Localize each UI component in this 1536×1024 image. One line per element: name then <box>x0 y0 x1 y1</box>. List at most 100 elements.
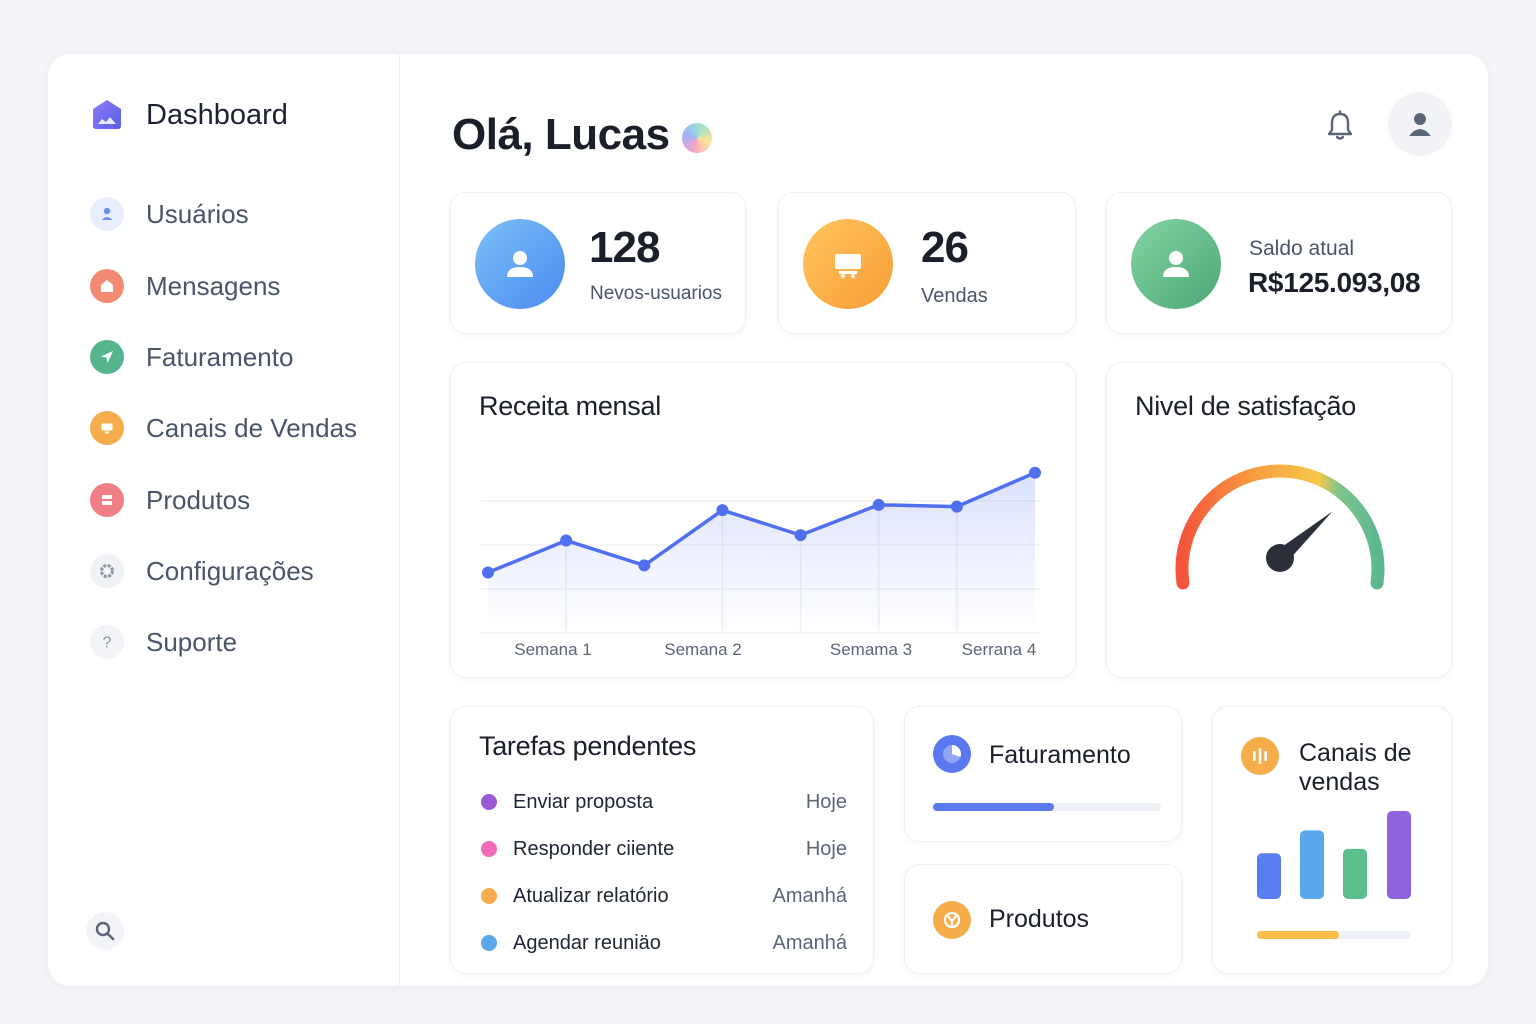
task-due: Amanhá <box>772 884 848 907</box>
task-status-dot <box>481 841 497 857</box>
sidebar-item-suporte[interactable]: ? Suporte <box>90 620 390 664</box>
task-item[interactable]: Enviar proposta Hoje <box>481 787 847 817</box>
user-icon <box>90 197 124 231</box>
revenue-area <box>488 472 1035 631</box>
task-due: Hoje <box>805 790 847 813</box>
dashboard-logo-icon <box>93 100 121 129</box>
balance-value: R$125.093,08 <box>1248 267 1421 298</box>
canais-progress-fill <box>1257 931 1339 939</box>
product-icon <box>933 901 971 939</box>
sidebar-item-mensagens[interactable]: Mensagens <box>90 264 390 308</box>
faturamento-title: Faturamento <box>989 741 1131 769</box>
channel-bar <box>1343 848 1367 899</box>
stat-card-sales: 26 Vendas <box>778 192 1076 334</box>
gauge-title: Nivel de satisfação <box>1135 391 1356 421</box>
stat-label: Saldo atual <box>1249 237 1355 260</box>
task-item[interactable]: Atualizar relatório Amanhá <box>481 881 847 911</box>
data-point <box>638 559 651 572</box>
produtos-title: Produtos <box>989 905 1090 933</box>
channel-bar <box>1257 853 1281 899</box>
canais-title-line2: vendas <box>1299 768 1380 796</box>
brand[interactable]: Dashboard <box>90 98 288 132</box>
tasks-title: Tarefas pendentes <box>479 731 697 761</box>
sidebar-item-faturamento[interactable]: Faturamento <box>90 335 390 379</box>
task-status-dot <box>481 794 497 810</box>
sidebar-item-label: Configurações <box>146 555 314 586</box>
faturamento-progress <box>933 803 1161 811</box>
stat-label: Vendas <box>921 285 988 307</box>
task-name: Enviar proposta <box>513 790 654 813</box>
faturamento-card[interactable]: Faturamento <box>904 706 1182 842</box>
stat-label: Nevos-usuarios <box>590 283 722 304</box>
data-point <box>794 529 807 542</box>
task-item[interactable]: Responder ciiente Hoje <box>481 834 847 864</box>
canais-bar-chart <box>1257 811 1411 899</box>
greeting-text: Olá, Lucas <box>452 110 670 159</box>
bell-icon <box>1327 110 1353 140</box>
pie-chart-icon <box>933 735 971 773</box>
avatar[interactable] <box>1388 92 1452 156</box>
monitor-icon <box>90 411 124 445</box>
question-icon: ? <box>90 625 124 659</box>
gauge-needle <box>1266 511 1333 572</box>
data-point <box>950 500 963 513</box>
search-button[interactable] <box>86 912 124 950</box>
gradient-orb-icon <box>681 123 712 153</box>
x-tick-label: Semana 1 <box>514 640 592 659</box>
sidebar-item-label: Faturamento <box>146 341 294 372</box>
data-point <box>560 534 573 547</box>
task-due: Amanhá <box>772 931 848 954</box>
send-icon <box>90 340 124 374</box>
data-point <box>872 498 885 511</box>
task-due: Hoje <box>805 837 847 860</box>
audio-bars-icon <box>1241 737 1279 775</box>
task-name: Responder ciiente <box>513 837 675 860</box>
home-icon <box>90 269 124 303</box>
satisfaction-gauge <box>1175 464 1385 590</box>
sidebar-item-configuracoes[interactable]: Configurações <box>90 549 390 593</box>
tasks-card: Tarefas pendentes Enviar proposta Hoje R… <box>450 706 874 974</box>
page-title: Olá, Lucas <box>452 110 712 160</box>
sidebar-item-label: Usuários <box>146 198 249 229</box>
canais-progress <box>1257 931 1411 939</box>
user-avatar-icon <box>1409 113 1431 136</box>
search-icon <box>95 921 115 941</box>
gear-icon <box>90 554 124 588</box>
box-icon <box>90 483 124 517</box>
task-name: Atualizar relatório <box>513 884 669 907</box>
faturamento-progress-fill <box>933 803 1054 811</box>
satisfaction-card: Nivel de satisfação <box>1106 362 1452 678</box>
chart-title: Receita mensal <box>479 391 661 421</box>
sidebar-item-canais-de-vendas[interactable]: Canais de Vendas <box>90 406 390 450</box>
user-icon <box>1131 219 1221 309</box>
sidebar-item-label: Suporte <box>146 626 238 657</box>
produtos-card[interactable]: Produtos <box>904 864 1182 974</box>
brand-title: Dashboard <box>146 98 288 131</box>
data-point <box>716 504 729 517</box>
sidebar-item-usuarios[interactable]: Usuários <box>90 192 390 236</box>
channel-bar <box>1387 811 1411 899</box>
task-name: Agendar reuniäo <box>513 931 661 954</box>
data-point <box>1029 466 1041 479</box>
sidebar-item-produtos[interactable]: Produtos <box>90 478 390 522</box>
channel-bar <box>1300 830 1324 899</box>
data-point <box>482 566 494 579</box>
x-tick-label: Semama 3 <box>830 640 912 659</box>
revenue-line <box>487 471 1036 575</box>
notifications-button[interactable] <box>1322 108 1358 144</box>
sidebar: Dashboard Usuários Mensagens Faturamento <box>48 54 400 986</box>
task-item[interactable]: Agendar reuniäo Amanhá <box>481 928 847 958</box>
canais-card[interactable]: Canais de vendas <box>1212 706 1452 974</box>
user-icon <box>475 219 565 309</box>
app-window: Dashboard Usuários Mensagens Faturamento <box>48 54 1488 986</box>
x-tick-label: Serrana 4 <box>962 640 1037 659</box>
canais-title-line1: Canais de <box>1299 739 1412 767</box>
monitor-icon <box>803 219 893 309</box>
svg-text:?: ? <box>103 635 112 652</box>
task-status-dot <box>481 935 497 951</box>
revenue-line-chart: Semana 1 Semana 2 Semama 3 Serrana 4 <box>481 466 1041 659</box>
task-status-dot <box>481 888 497 904</box>
stat-value: 128 <box>589 223 660 272</box>
sidebar-item-label: Produtos <box>146 484 251 515</box>
